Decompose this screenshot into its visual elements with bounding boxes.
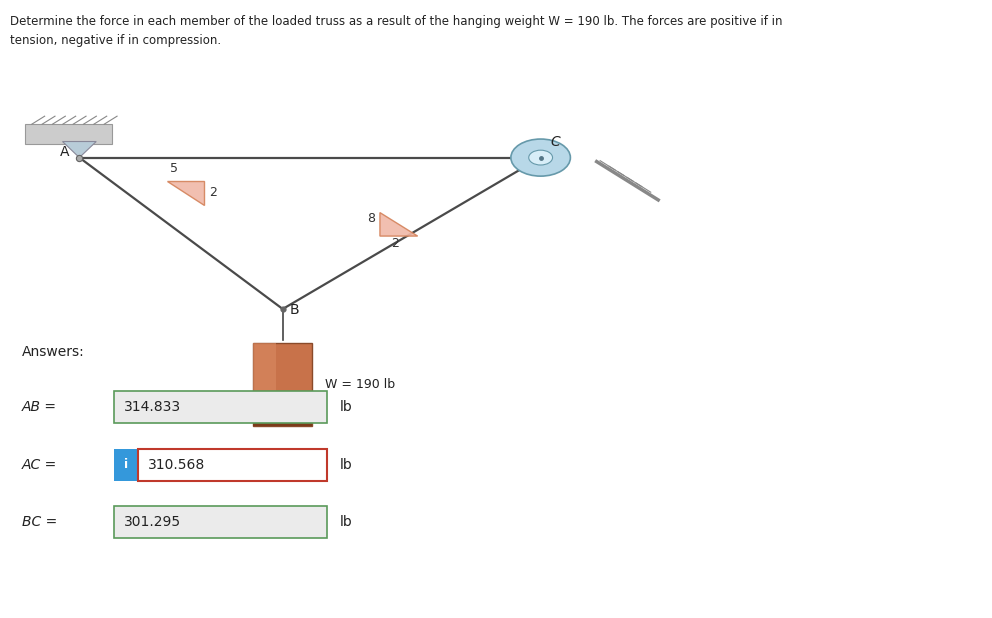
FancyBboxPatch shape (253, 343, 312, 426)
Text: lb: lb (339, 515, 352, 529)
Text: W = 190 lb: W = 190 lb (325, 378, 396, 391)
Text: Answers:: Answers: (22, 345, 84, 359)
FancyBboxPatch shape (253, 417, 312, 426)
Text: C: C (551, 135, 560, 150)
Text: AB =: AB = (22, 400, 57, 414)
Text: 5: 5 (170, 163, 178, 176)
Text: 8: 8 (367, 212, 375, 225)
Text: i: i (124, 458, 128, 472)
Text: AC =: AC = (22, 458, 58, 472)
Text: 2: 2 (391, 237, 399, 250)
Text: B: B (290, 303, 300, 317)
Text: 301.295: 301.295 (124, 515, 182, 529)
FancyBboxPatch shape (114, 449, 138, 481)
Text: lb: lb (339, 458, 352, 472)
Text: BC =: BC = (22, 515, 58, 529)
Text: A: A (60, 145, 69, 159)
FancyBboxPatch shape (253, 343, 276, 417)
Circle shape (529, 150, 553, 165)
Text: 310.568: 310.568 (148, 458, 205, 472)
Polygon shape (380, 213, 418, 236)
Circle shape (511, 139, 570, 176)
Polygon shape (62, 142, 96, 158)
Text: 314.833: 314.833 (124, 400, 182, 414)
FancyBboxPatch shape (138, 449, 327, 481)
Text: 2: 2 (209, 186, 217, 200)
FancyBboxPatch shape (114, 506, 327, 538)
Text: Determine the force in each member of the loaded truss as a result of the hangin: Determine the force in each member of th… (10, 15, 783, 28)
Polygon shape (167, 181, 204, 205)
Text: tension, negative if in compression.: tension, negative if in compression. (10, 34, 221, 47)
FancyBboxPatch shape (114, 391, 327, 423)
FancyBboxPatch shape (25, 124, 112, 144)
Text: lb: lb (339, 400, 352, 414)
